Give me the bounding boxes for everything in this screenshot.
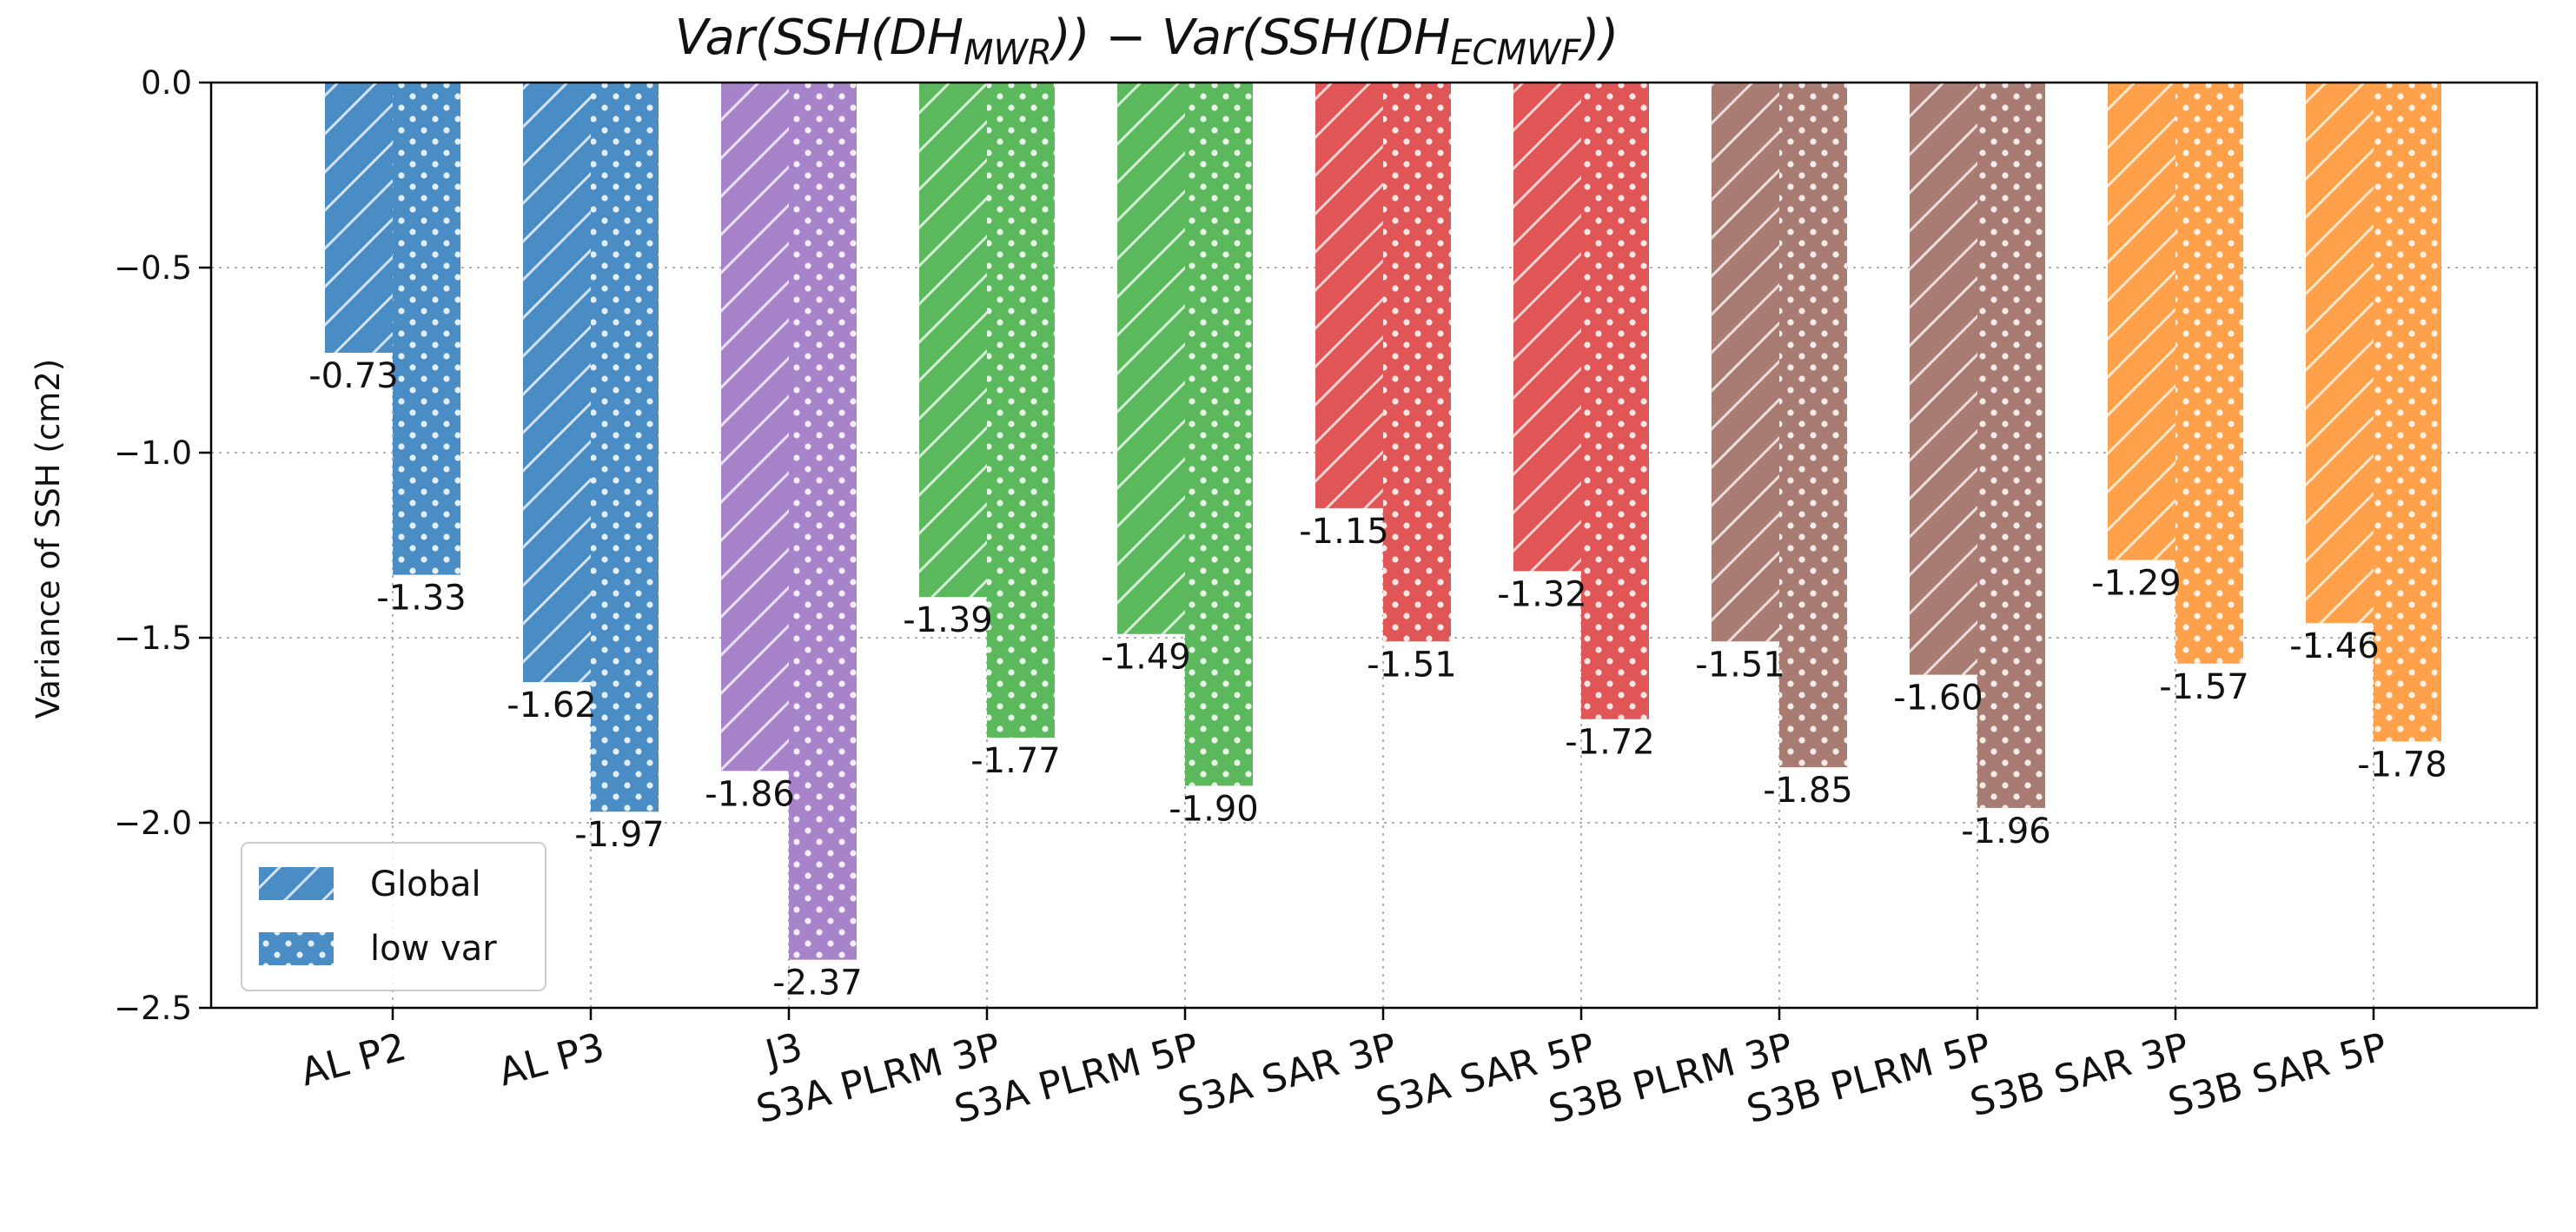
data-label-low-var: -2.37 xyxy=(772,964,863,1003)
data-label-low-var: -1.51 xyxy=(1367,645,1457,685)
data-label-low-var: -1.96 xyxy=(1961,811,2051,851)
bar-global-pattern xyxy=(2108,83,2175,560)
legend-label-global: Global xyxy=(370,864,481,904)
bar-low-var-pattern xyxy=(2374,83,2441,742)
data-label-global: -1.39 xyxy=(903,600,993,640)
bar-global-pattern xyxy=(1117,83,1185,634)
data-label-global: -1.15 xyxy=(1299,512,1389,552)
bar-global-pattern xyxy=(1513,83,1581,572)
bar-global-pattern xyxy=(1910,83,1977,675)
bar-global-pattern xyxy=(2306,83,2374,623)
legend-swatch-global-hatch xyxy=(259,867,334,900)
data-label-low-var: -1.33 xyxy=(376,579,467,619)
x-tick-label: J3 xyxy=(758,1024,807,1077)
x-tick-label: S3B SAR 5P xyxy=(2163,1024,2391,1125)
x-tick-label: S3B SAR 3P xyxy=(1965,1024,2193,1125)
bar-global-pattern xyxy=(1712,83,1779,642)
bar-low-var-pattern xyxy=(1581,83,1649,719)
bar-low-var-pattern xyxy=(1779,83,1847,768)
data-labels: -0.73 -1.62 -1.86 -1.39 -1.49 -1.15 -1.32 -1.51… xyxy=(308,356,2447,1003)
bar-low-var-pattern xyxy=(2175,83,2243,664)
y-tick-label: −0.5 xyxy=(114,249,192,287)
data-label-global: -1.60 xyxy=(1893,679,1983,719)
data-label-low-var: -1.97 xyxy=(574,815,665,855)
bars xyxy=(325,83,2441,960)
bar-global-pattern xyxy=(919,83,987,598)
data-label-global: -1.49 xyxy=(1101,638,1191,678)
bar-low-var-pattern xyxy=(1977,83,2045,808)
data-label-low-var: -1.90 xyxy=(1169,789,1259,829)
legend-swatch-low-var-dots xyxy=(259,932,334,965)
bar-low-var-pattern xyxy=(987,83,1055,739)
bar-low-var-pattern xyxy=(1185,83,1253,786)
data-label-global: -1.51 xyxy=(1695,645,1785,685)
y-tick-label: −1.5 xyxy=(114,619,192,657)
data-label-global: -0.73 xyxy=(308,356,399,396)
bar-low-var-pattern xyxy=(393,83,460,575)
data-label-global: -1.86 xyxy=(705,774,795,814)
bar-global-pattern xyxy=(721,83,789,772)
bar-low-var-pattern xyxy=(1383,83,1451,642)
data-label-global: -1.29 xyxy=(2091,564,2182,604)
data-label-global: -1.32 xyxy=(1497,574,1587,614)
data-label-global: -1.46 xyxy=(2289,626,2380,666)
y-tick-label: 0.0 xyxy=(141,64,192,102)
y-tick-label: −2.5 xyxy=(114,990,192,1027)
y-axis: 0.0 −0.5 −1.0 −1.5 −2.0 −2.5 xyxy=(114,64,211,1027)
bar-global-pattern xyxy=(1315,83,1383,508)
bar-global-pattern xyxy=(325,83,393,353)
y-tick-label: −2.0 xyxy=(114,805,192,842)
bar-global-pattern xyxy=(523,83,591,683)
x-tick-label: AL P2 xyxy=(296,1024,411,1095)
y-axis-label: Variance of SSH (cm2) xyxy=(30,359,67,719)
x-tick-label: S3A SAR 3P xyxy=(1173,1024,1401,1125)
x-tick-label: AL P3 xyxy=(494,1024,609,1095)
data-label-global: -1.62 xyxy=(507,686,597,725)
legend: Global low var xyxy=(241,842,546,991)
plot-frame xyxy=(209,81,2539,1010)
bar-low-var-pattern xyxy=(591,83,659,812)
chart-title: Var(SSH(DHMWR)) − Var(SSH(DHECMWF)) xyxy=(675,10,1619,73)
data-label-low-var: -1.85 xyxy=(1763,771,1853,811)
y-tick-label: −1.0 xyxy=(114,434,192,472)
bar-low-var-pattern xyxy=(789,83,857,960)
data-label-low-var: -1.72 xyxy=(1565,723,1655,763)
data-label-low-var: -1.77 xyxy=(970,741,1061,781)
data-label-low-var: -1.57 xyxy=(2159,667,2249,707)
legend-label-low-var: low var xyxy=(370,929,497,969)
data-label-low-var: -1.78 xyxy=(2357,745,2447,785)
